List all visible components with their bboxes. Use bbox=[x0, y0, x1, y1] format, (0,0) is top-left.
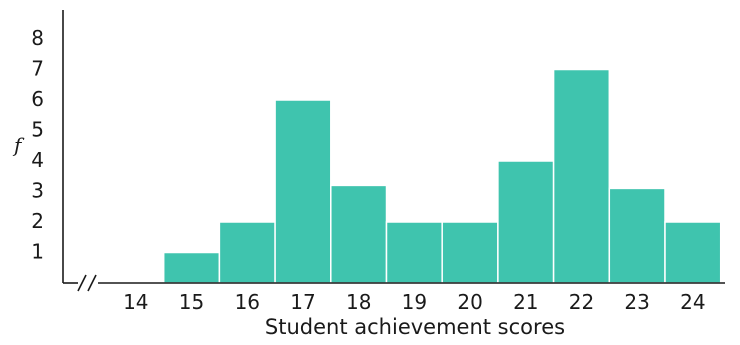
y-tick-label-8: 8 bbox=[31, 26, 44, 50]
x-tick-label-21: 21 bbox=[513, 290, 538, 314]
y-tick-label-6: 6 bbox=[31, 87, 44, 111]
y-tick-label-4: 4 bbox=[31, 148, 44, 172]
bar-15 bbox=[162, 251, 221, 284]
y-tick-labels: 1 2 3 4 5 6 7 8 bbox=[31, 26, 44, 264]
x-tick-label-20: 20 bbox=[457, 290, 482, 314]
x-tick-label-24: 24 bbox=[680, 290, 705, 314]
x-tick-labels: 14 15 16 17 18 19 20 21 22 23 24 bbox=[123, 290, 706, 314]
bar-17 bbox=[274, 99, 332, 284]
bar-23 bbox=[608, 187, 666, 284]
bar-22 bbox=[552, 68, 611, 284]
bar-16 bbox=[218, 221, 276, 284]
bar-20 bbox=[441, 221, 499, 284]
bar-21 bbox=[497, 160, 555, 284]
y-tick-label-5: 5 bbox=[31, 118, 44, 142]
bar-24 bbox=[664, 221, 722, 284]
x-tick-label-19: 19 bbox=[402, 290, 427, 314]
y-tick-label-1: 1 bbox=[31, 240, 44, 264]
x-tick-label-14: 14 bbox=[123, 290, 148, 314]
y-tick-label-7: 7 bbox=[31, 57, 44, 81]
x-tick-label-15: 15 bbox=[179, 290, 204, 314]
y-tick-label-3: 3 bbox=[31, 179, 44, 203]
y-tick-label-2: 2 bbox=[31, 209, 44, 233]
x-axis-title: Student achievement scores bbox=[265, 315, 565, 339]
bars-group bbox=[162, 68, 722, 284]
bar-18 bbox=[330, 184, 388, 284]
y-axis-label: f bbox=[12, 133, 25, 157]
x-tick-label-17: 17 bbox=[290, 290, 315, 314]
x-tick-label-22: 22 bbox=[569, 290, 594, 314]
x-tick-label-18: 18 bbox=[346, 290, 371, 314]
x-axis-break-icon bbox=[77, 274, 97, 292]
x-tick-label-23: 23 bbox=[624, 290, 649, 314]
bar-19 bbox=[385, 221, 443, 284]
x-tick-label-16: 16 bbox=[235, 290, 260, 314]
